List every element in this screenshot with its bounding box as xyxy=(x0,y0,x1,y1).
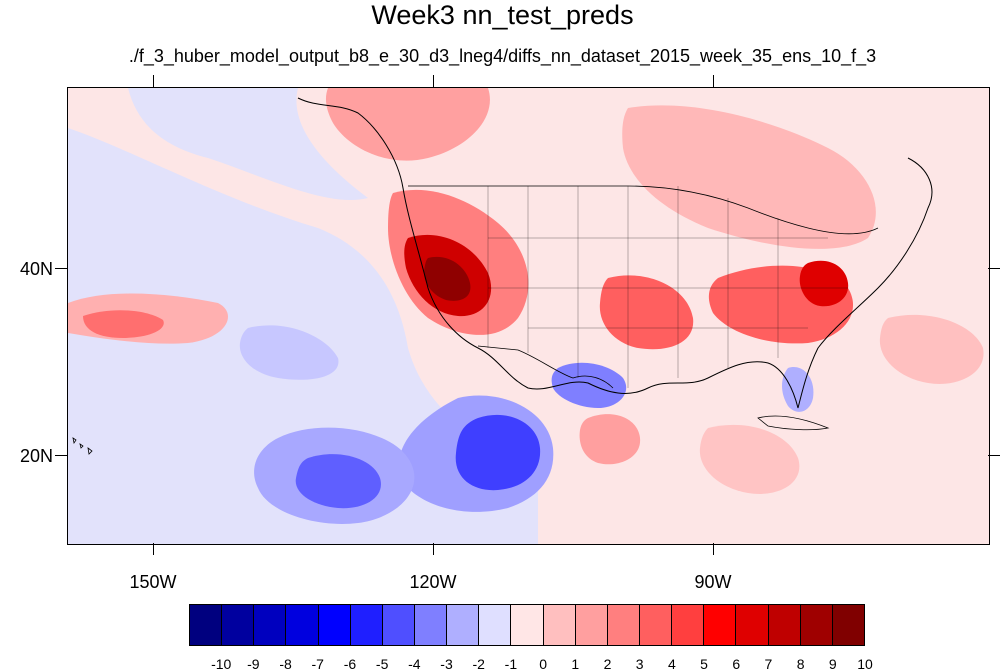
colorbar xyxy=(189,604,865,646)
lat-tick-right-40n xyxy=(988,268,1000,269)
colorbar-tick-label: 6 xyxy=(732,656,741,672)
warm-anomaly-canada-north xyxy=(325,88,490,161)
cool-anomaly-subtropical xyxy=(239,325,339,380)
colorbar-swatch xyxy=(736,605,769,645)
north-america-coastline xyxy=(297,97,933,409)
lon-label-90w: 90W xyxy=(694,572,732,592)
warm-anomaly-caribbean xyxy=(699,424,800,494)
anomaly-map xyxy=(68,88,984,544)
cool-anomaly-north-pacific xyxy=(128,88,368,200)
cool-anomaly-pacific-core xyxy=(295,454,381,509)
lat-label-40n: 40N xyxy=(20,259,54,279)
colorbar-tick-label: -6 xyxy=(343,656,357,672)
lon-tick-top-120w xyxy=(433,75,434,87)
colorbar-swatch xyxy=(350,605,383,645)
colorbar-swatch xyxy=(286,605,319,645)
colorbar-tick-label: -10 xyxy=(211,656,232,672)
lon-tick-bottom-90w xyxy=(713,543,714,555)
colorbar-swatch xyxy=(832,605,864,645)
cuba-island xyxy=(757,415,830,431)
colorbar-swatch xyxy=(318,605,351,645)
lon-tick-top-90w xyxy=(713,75,714,87)
colorbar-tick-label: 2 xyxy=(603,656,612,672)
colorbar-swatch xyxy=(511,605,544,645)
lon-tick-bottom-120w xyxy=(433,543,434,555)
warm-anomaly-gulf xyxy=(579,414,641,465)
lon-label-150w: 150W xyxy=(129,572,177,592)
map-plot-area xyxy=(67,87,990,545)
lon-tick-bottom-150w xyxy=(153,543,154,555)
lat-tick-right-20n xyxy=(988,455,1000,456)
colorbar-swatch xyxy=(222,605,255,645)
us-mexico-border xyxy=(477,345,614,389)
lon-label-120w: 120W xyxy=(409,572,457,592)
colorbar-swatch xyxy=(254,605,287,645)
colorbar-swatch xyxy=(672,605,705,645)
us-canada-border xyxy=(408,185,879,235)
colorbar-tick-label: -2 xyxy=(472,656,485,672)
colorbar-tick-label: 0 xyxy=(539,656,547,672)
lon-tick-top-150w xyxy=(153,75,154,87)
colorbar-tick-label: 5 xyxy=(700,656,708,672)
state-boundaries xyxy=(487,186,848,388)
colorbar-swatch xyxy=(575,605,608,645)
colorbar-swatch xyxy=(382,605,415,645)
warm-anomaly-canada-east xyxy=(622,105,876,249)
colorbar-swatch xyxy=(704,605,737,645)
colorbar-swatch xyxy=(800,605,833,645)
colorbar-tick-label: 4 xyxy=(667,656,676,672)
colorbar-tick-label: 10 xyxy=(857,656,873,672)
colorbar-swatch xyxy=(190,605,223,645)
colorbar-tick-label: -4 xyxy=(408,656,421,672)
colorbar-tick-label: -8 xyxy=(279,656,292,672)
colorbar-swatch xyxy=(543,605,576,645)
warm-anomaly-plains xyxy=(599,275,694,350)
colorbar-tick-label: -7 xyxy=(311,656,324,672)
warm-anomaly-atlantic xyxy=(879,314,984,384)
colorbar-tick-label: -5 xyxy=(375,656,389,672)
colorbar-tick-label: 7 xyxy=(764,656,773,672)
lat-tick-left-20n xyxy=(55,455,67,456)
warm-anomaly-east-coast-core xyxy=(799,260,849,307)
colorbar-tick-label: -3 xyxy=(440,656,453,672)
colorbar-tick-label: -9 xyxy=(247,656,260,672)
warm-anomaly-pacific-core xyxy=(83,310,164,338)
map-subtitle: ./f_3_huber_model_output_b8_e_30_d3_lneg… xyxy=(128,46,877,66)
colorbar-tick-label: 8 xyxy=(796,656,805,672)
cool-anomaly-baja-core xyxy=(455,414,541,491)
colorbar-swatch xyxy=(414,605,448,645)
colorbar-tick-label: 1 xyxy=(571,656,580,672)
lat-label-20n: 20N xyxy=(20,446,54,466)
colorbar-swatch xyxy=(607,605,640,645)
cool-anomaly-mexico xyxy=(551,362,627,408)
warm-anomaly-southwest-peak xyxy=(423,256,471,301)
colorbar-tick-label: 9 xyxy=(828,656,837,672)
colorbar-swatch xyxy=(639,605,673,645)
lat-tick-left-40n xyxy=(55,268,67,269)
colorbar-tick-label: 3 xyxy=(635,656,644,672)
hawaii-islands xyxy=(72,437,93,455)
colorbar-swatch xyxy=(768,605,801,645)
map-title: Week3 nn_test_preds xyxy=(371,0,634,30)
colorbar-tick-label: -1 xyxy=(504,656,518,672)
colorbar-swatch xyxy=(479,605,512,645)
colorbar-swatch xyxy=(447,605,480,645)
